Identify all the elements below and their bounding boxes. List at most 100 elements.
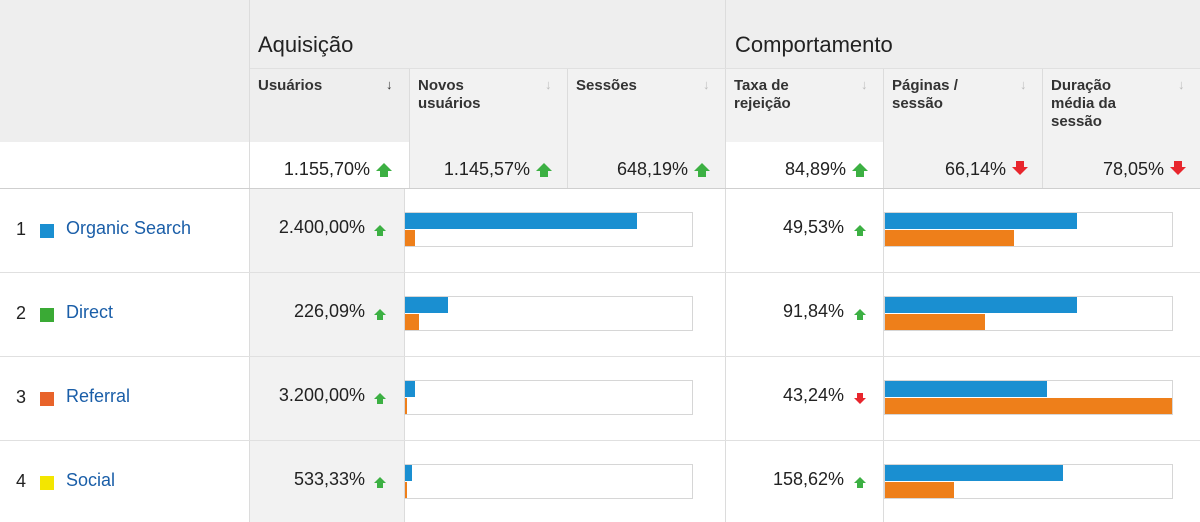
channel-link[interactable]: Referral	[66, 386, 131, 406]
bar-current	[405, 465, 413, 481]
bar-current	[885, 297, 1078, 313]
bar-previous	[885, 398, 1172, 414]
bar-current	[405, 297, 449, 313]
total-users: 1.155,70%	[283, 159, 370, 179]
trend-up-icon	[374, 477, 386, 488]
bar-current	[885, 465, 1063, 481]
separator	[567, 68, 568, 188]
sort-arrow-down-icon: ↓	[1020, 77, 1027, 92]
column-label-users: Usuários	[258, 77, 323, 94]
bar-previous	[405, 230, 416, 246]
trend-up-icon	[374, 393, 386, 404]
total-pages-session: 66,14%	[944, 159, 1006, 179]
channel-color-swatch	[40, 308, 54, 322]
trend-up-icon	[376, 163, 392, 177]
behavior-bar-chart	[884, 464, 1173, 499]
total-bounce-rate: 84,89%	[784, 159, 846, 179]
users-change-value: 533,33%	[293, 469, 365, 489]
group-title-acquisition: Aquisição	[258, 32, 354, 57]
bar-previous	[405, 314, 420, 330]
column-header-pages-session[interactable]: Páginas / sessão ↓	[884, 68, 1042, 142]
row-number: 2	[16, 303, 27, 323]
separator	[883, 188, 884, 522]
bar-previous	[885, 482, 954, 498]
sort-arrow-down-icon: ↓	[861, 77, 868, 92]
column-label-pages-session: Páginas / sessão	[892, 77, 958, 112]
bar-previous	[405, 482, 407, 498]
totals-left-blank	[0, 142, 250, 188]
behavior-bar-chart	[884, 296, 1173, 331]
group-title-behavior: Comportamento	[735, 32, 893, 57]
trend-up-icon	[854, 477, 866, 488]
behavior-bar-chart	[884, 380, 1173, 415]
column-label-sessions: Sessões	[576, 77, 637, 94]
row-number: 1	[16, 219, 27, 239]
column-header-new-users[interactable]: Novos usuários ↓	[410, 68, 567, 142]
channel-link[interactable]: Direct	[66, 302, 114, 322]
header-group-row	[0, 0, 1200, 68]
trend-up-icon	[854, 309, 866, 320]
trend-up-icon	[854, 225, 866, 236]
trend-up-icon	[374, 309, 386, 320]
bounce-change-value: 43,24%	[782, 385, 844, 405]
separator	[404, 188, 405, 522]
header-left-blank	[0, 68, 250, 142]
column-header-bounce-rate[interactable]: Taxa de rejeição ↓	[726, 68, 883, 142]
bounce-change-value: 158,62%	[772, 469, 844, 489]
separator	[1042, 68, 1043, 188]
column-header-avg-duration[interactable]: Duração média da sessão ↓	[1043, 68, 1200, 142]
channel-color-swatch	[40, 476, 54, 490]
column-label-new-users: Novos usuários	[418, 77, 481, 112]
column-label-bounce-rate: Taxa de rejeição	[734, 77, 791, 112]
bar-current	[885, 381, 1048, 397]
separator	[0, 272, 1200, 273]
trend-down-icon	[1012, 161, 1028, 175]
acquisition-bar-chart	[404, 212, 693, 247]
row-number: 3	[16, 387, 27, 407]
separator	[0, 356, 1200, 357]
separator	[409, 68, 410, 188]
trend-down-icon	[1170, 161, 1186, 175]
channel-color-swatch	[40, 392, 54, 406]
separator	[250, 68, 1200, 69]
trend-up-icon	[694, 163, 710, 177]
channel-link[interactable]: Social	[66, 470, 116, 490]
trend-up-icon	[374, 225, 386, 236]
sort-arrow-down-icon: ↓	[1178, 77, 1185, 92]
users-change-value: 2.400,00%	[278, 217, 365, 237]
bar-previous	[885, 230, 1015, 246]
trend-up-icon	[852, 163, 868, 177]
channel-color-swatch	[40, 224, 54, 238]
row-number: 4	[16, 471, 27, 491]
acquisition-bar-chart	[404, 296, 693, 331]
total-new-users: 1.145,57%	[443, 159, 530, 179]
separator	[0, 188, 1200, 189]
users-column-header-bg	[250, 68, 409, 142]
column-label-avg-duration: Duração média da sessão	[1051, 77, 1117, 130]
total-sessions: 648,19%	[616, 159, 688, 179]
separator	[249, 0, 250, 522]
sort-arrow-down-icon: ↓	[703, 77, 710, 92]
separator	[0, 440, 1200, 441]
acquisition-bar-chart	[404, 380, 693, 415]
trend-down-icon	[854, 393, 866, 404]
separator	[883, 68, 884, 188]
bar-current	[405, 381, 416, 397]
bounce-change-value: 91,84%	[782, 301, 844, 321]
bar-current	[885, 213, 1078, 229]
behavior-bar-chart	[884, 212, 1173, 247]
sort-arrow-down-icon: ↓	[386, 77, 393, 92]
bounce-change-value: 49,53%	[782, 217, 844, 237]
sort-arrow-down-icon: ↓	[545, 77, 552, 92]
separator	[725, 0, 726, 522]
column-header-sessions[interactable]: Sessões ↓	[568, 68, 725, 142]
acquisition-bar-chart	[404, 464, 693, 499]
trend-up-icon	[536, 163, 552, 177]
column-header-users[interactable]: Usuários ↓	[250, 68, 409, 142]
users-column-body-bg	[250, 188, 404, 522]
users-change-value: 3.200,00%	[278, 385, 365, 405]
bar-current	[405, 213, 638, 229]
total-avg-duration: 78,05%	[1102, 159, 1164, 179]
users-change-value: 226,09%	[293, 301, 365, 321]
channel-link[interactable]: Organic Search	[66, 218, 192, 238]
